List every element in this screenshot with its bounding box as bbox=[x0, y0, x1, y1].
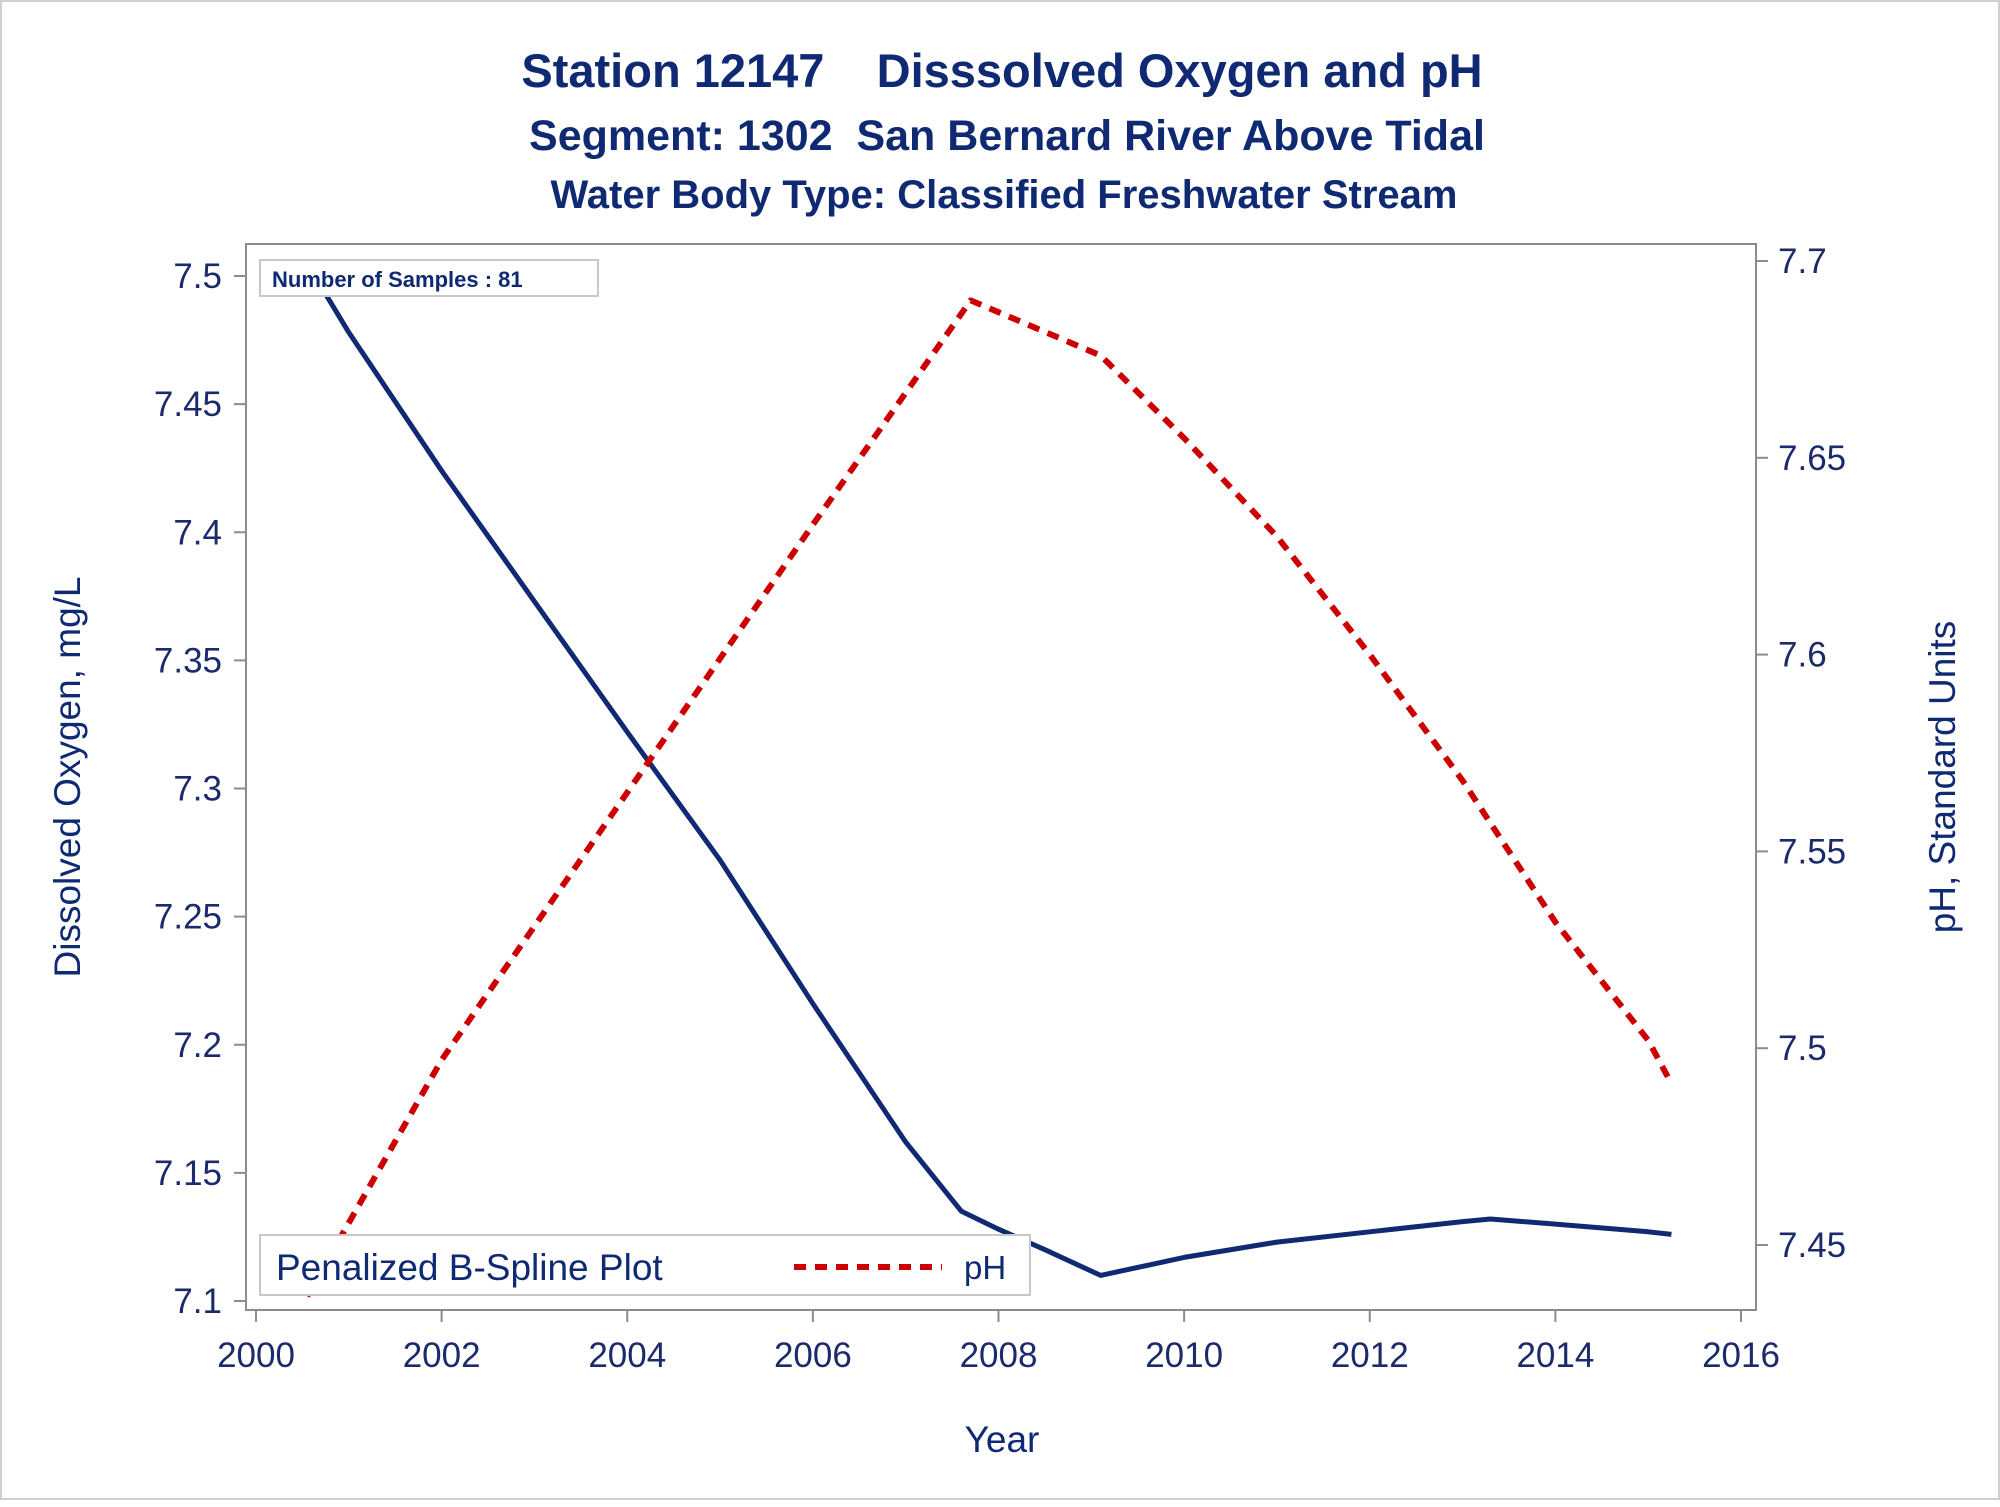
chart-title: Station 12147 Disssolved Oxygen and pH bbox=[521, 44, 1482, 97]
legend-ph-label: pH bbox=[964, 1249, 1006, 1286]
y-axis-left-label: Dissolved Oxygen, mg/L bbox=[47, 576, 88, 977]
y-right-tick-label: 7.6 bbox=[1778, 636, 1827, 675]
y-axis-right: 7.45 7.5 7.55 7.6 7.65 7.7 bbox=[1756, 242, 1846, 1265]
chart-subtitle: Segment: 1302 San Bernard River Above Ti… bbox=[529, 112, 1485, 160]
y-left-tick-label: 7.15 bbox=[154, 1154, 222, 1193]
plot-area bbox=[245, 243, 1757, 1311]
dissolved-oxygen-series-line bbox=[304, 261, 1672, 1278]
x-tick-label: 2008 bbox=[960, 1336, 1038, 1375]
samples-inset-box bbox=[259, 259, 599, 297]
y-axis-left: 7.1 7.15 7.2 7.25 7.3 7.35 7.4 7.45 7.5 bbox=[154, 257, 246, 1321]
x-tick-label: 2000 bbox=[217, 1336, 295, 1375]
y-left-tick-label: 7.4 bbox=[173, 513, 222, 552]
y-left-tick-label: 7.1 bbox=[173, 1282, 222, 1321]
y-left-tick-label: 7.3 bbox=[173, 770, 222, 809]
y-right-tick-label: 7.45 bbox=[1778, 1226, 1846, 1265]
series-layer bbox=[304, 261, 1675, 1298]
chart-subtitle-2: Water Body Type: Classified Freshwater S… bbox=[551, 173, 1458, 217]
x-tick-label: 2016 bbox=[1702, 1336, 1780, 1375]
legend-title: Penalized B-Spline Plot bbox=[276, 1247, 663, 1288]
x-tick-label: 2014 bbox=[1516, 1336, 1594, 1375]
y-left-tick-label: 7.5 bbox=[173, 257, 222, 296]
y-left-tick-label: 7.45 bbox=[154, 385, 222, 424]
ph-series-line bbox=[304, 297, 1675, 1298]
x-axis: 2000 2002 2004 2006 2008 2010 2012 2014 2016 bbox=[217, 1310, 1780, 1375]
x-tick-label: 2012 bbox=[1331, 1336, 1409, 1375]
x-axis-label: Year bbox=[965, 1419, 1040, 1460]
y-left-tick-label: 7.25 bbox=[154, 898, 222, 937]
y-right-tick-label: 7.5 bbox=[1778, 1029, 1827, 1068]
y-axis-right-label: pH, Standard Units bbox=[1922, 621, 1963, 934]
y-left-tick-label: 7.2 bbox=[173, 1026, 222, 1065]
x-tick-label: 2006 bbox=[774, 1336, 852, 1375]
x-tick-label: 2002 bbox=[403, 1336, 481, 1375]
y-left-tick-label: 7.35 bbox=[154, 641, 222, 680]
y-right-tick-label: 7.55 bbox=[1778, 832, 1846, 871]
x-tick-label: 2010 bbox=[1145, 1336, 1223, 1375]
x-tick-label: 2004 bbox=[588, 1336, 666, 1375]
samples-inset-text: Number of Samples : 81 bbox=[272, 267, 523, 292]
y-right-tick-label: 7.65 bbox=[1778, 439, 1846, 478]
y-right-tick-label: 7.7 bbox=[1778, 242, 1827, 281]
